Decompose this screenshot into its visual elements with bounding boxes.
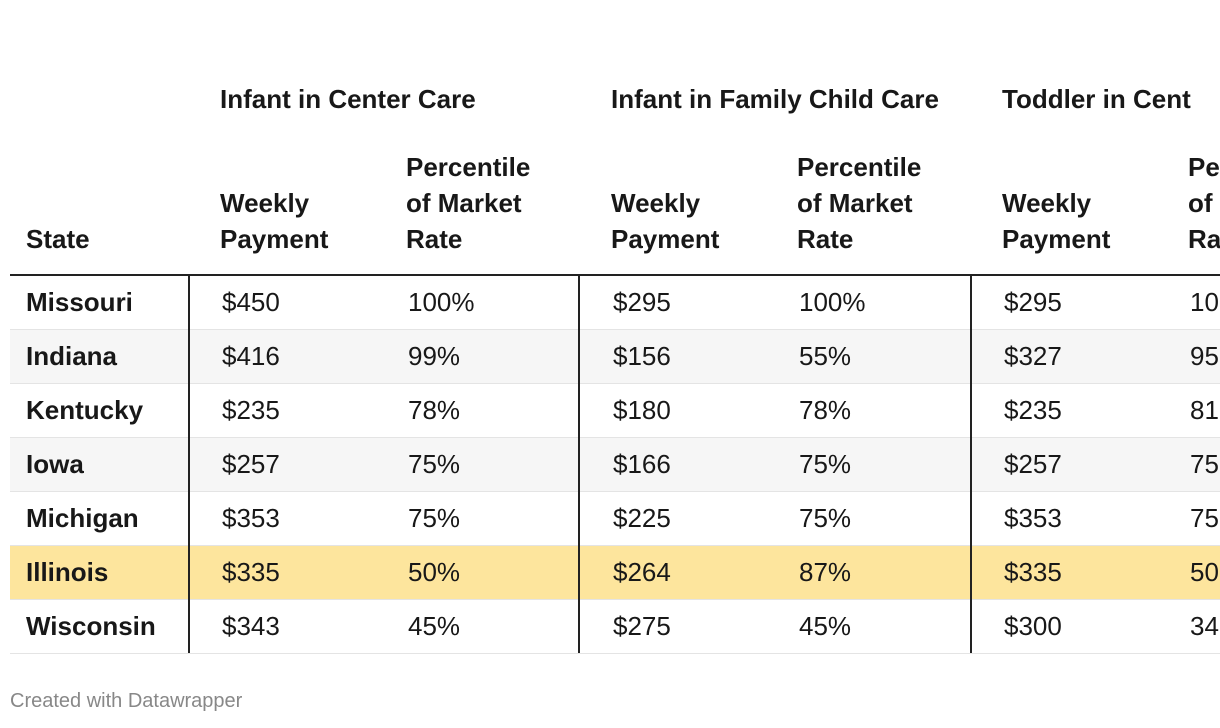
table-cell: $353	[222, 503, 280, 533]
column-header: Weekly Payment	[611, 188, 720, 254]
table-cell: 75%	[799, 449, 852, 479]
table-cell: $264	[613, 557, 671, 587]
table-row: Kentucky $235 78% $180 78% $235 81	[10, 384, 1220, 438]
footer-credit: Created with Datawrapper	[10, 690, 243, 712]
table-cell: 50	[1190, 557, 1219, 587]
row-label: Missouri	[26, 287, 133, 317]
table-cell: $156	[613, 341, 671, 371]
table-cell: 10	[1190, 287, 1219, 317]
table-cell: $166	[613, 449, 671, 479]
table-row: Missouri $450 100% $295 100% $295 10	[10, 276, 1220, 330]
column-header: Weekly Payment	[1002, 188, 1111, 254]
row-label: Michigan	[26, 503, 139, 533]
table-cell: 75	[1190, 449, 1219, 479]
table-cell: $295	[613, 287, 671, 317]
table-cell: $335	[1004, 557, 1062, 587]
table-cell: $275	[613, 611, 671, 641]
table-cell: 100%	[408, 287, 475, 317]
table-cell: $235	[222, 395, 280, 425]
table-cell: $300	[1004, 611, 1062, 641]
table-cell: $257	[1004, 449, 1062, 479]
table-cell: 75	[1190, 503, 1219, 533]
table-row: Illinois $335 50% $264 87% $335 50	[10, 546, 1220, 600]
table-cell: $180	[613, 395, 671, 425]
row-label: Wisconsin	[26, 611, 156, 641]
table-cell: $353	[1004, 503, 1062, 533]
group-header: Toddler in Cent	[1002, 84, 1191, 114]
table-cell: 99%	[408, 341, 461, 371]
column-divider	[970, 275, 972, 653]
table-cell: $225	[613, 503, 671, 533]
table-cell: $335	[222, 557, 280, 587]
column-header: Percentile of Market Rate	[406, 152, 531, 254]
table-cell: 55%	[799, 341, 852, 371]
table-cell: $327	[1004, 341, 1062, 371]
column-header: Pe of Ra	[1188, 152, 1220, 254]
table-cell: $235	[1004, 395, 1062, 425]
table-cell: 81	[1190, 395, 1219, 425]
table-cell: 75%	[408, 449, 461, 479]
table-cell: $257	[222, 449, 280, 479]
table-cell: $416	[222, 341, 280, 371]
header-rule	[10, 274, 1220, 276]
column-header: Percentile of Market Rate	[797, 152, 922, 254]
row-label: Indiana	[26, 341, 118, 371]
column-header: State	[26, 224, 90, 254]
table-row: Michigan $353 75% $225 75% $353 75	[10, 492, 1220, 546]
table-cell: 45%	[799, 611, 852, 641]
table-cell: 78%	[799, 395, 852, 425]
table-cell: 75%	[799, 503, 852, 533]
table-cell: 78%	[408, 395, 461, 425]
column-divider	[578, 275, 580, 653]
table-row: Wisconsin $343 45% $275 45% $300 34	[10, 600, 1220, 654]
table-row: Indiana $416 99% $156 55% $327 95	[10, 330, 1220, 384]
table-cell: 34	[1190, 611, 1219, 641]
table-cell: $450	[222, 287, 280, 317]
table-cell: 45%	[408, 611, 461, 641]
table-cell: 87%	[799, 557, 852, 587]
table-cell: $295	[1004, 287, 1062, 317]
table-cell: 50%	[408, 557, 461, 587]
group-header: Infant in Family Child Care	[611, 84, 939, 114]
row-label: Illinois	[26, 557, 109, 587]
table-cell: $343	[222, 611, 280, 641]
table-cell: 100%	[799, 287, 866, 317]
column-header: Weekly Payment	[220, 188, 329, 254]
table-cell: 75%	[408, 503, 461, 533]
column-divider	[188, 275, 190, 653]
row-label: Iowa	[26, 449, 84, 479]
row-label: Kentucky	[26, 395, 144, 425]
group-header: Infant in Center Care	[220, 84, 476, 114]
table-cell: 95	[1190, 341, 1219, 371]
table-row: Iowa $257 75% $166 75% $257 75	[10, 438, 1220, 492]
